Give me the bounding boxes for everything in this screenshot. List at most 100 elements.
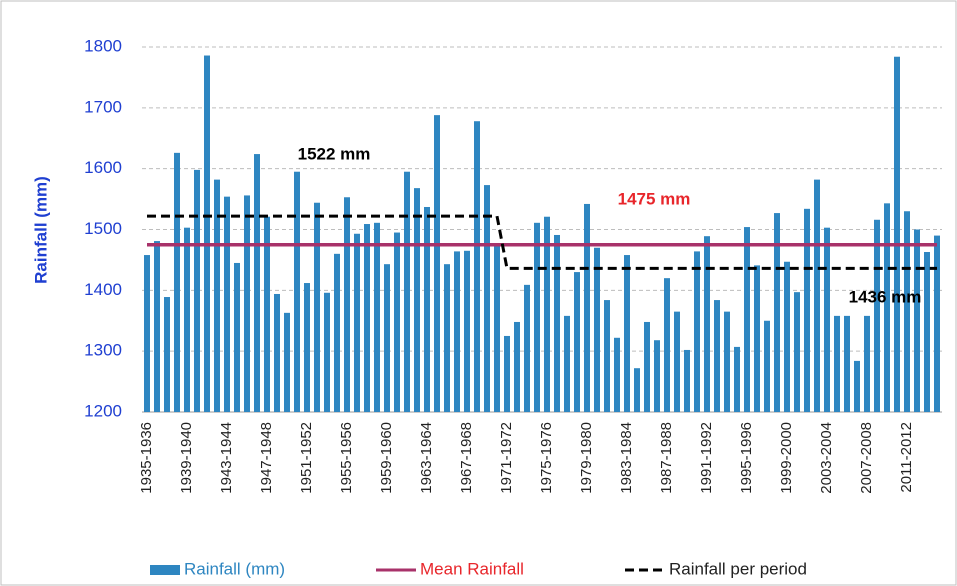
bar [864, 315, 870, 412]
annotation: 1475 mm [618, 189, 691, 208]
bar [484, 185, 490, 412]
bar [804, 208, 810, 412]
bar [834, 315, 840, 412]
bar [154, 241, 160, 412]
y-tick-label: 1300 [84, 341, 122, 360]
y-tick-label: 1500 [84, 219, 122, 238]
bar [454, 251, 460, 412]
bar [734, 346, 740, 412]
bar [754, 265, 760, 412]
bar [194, 169, 200, 412]
bar [524, 284, 530, 412]
bar [794, 292, 800, 412]
x-tick-label: 1971-1972 [498, 422, 515, 494]
bar [344, 197, 350, 412]
bar [404, 171, 410, 412]
x-tick-label: 1987-1988 [658, 422, 675, 494]
bar [634, 368, 640, 412]
bar [424, 206, 430, 412]
bar [784, 261, 790, 412]
x-tick-label: 1935-1936 [138, 422, 155, 494]
y-tick-label: 1800 [84, 36, 122, 55]
bar [234, 262, 240, 412]
bar [224, 196, 230, 412]
bar [384, 264, 390, 412]
x-tick-label: 1967-1968 [458, 422, 475, 494]
bar [844, 315, 850, 412]
x-tick-label: 1947-1948 [258, 422, 275, 494]
bar [394, 232, 400, 412]
bar [554, 234, 560, 412]
bar [714, 300, 720, 412]
bar [674, 311, 680, 412]
bar [614, 337, 620, 412]
x-tick-label: 1991-1992 [698, 422, 715, 494]
bar [284, 312, 290, 412]
x-tick-label: 1983-1984 [618, 422, 635, 494]
x-tick-label: 1979-1980 [578, 422, 595, 494]
bar [264, 216, 270, 412]
x-tick-label: 1999-2000 [778, 422, 795, 494]
bar [574, 272, 580, 412]
bar [304, 283, 310, 412]
bar [274, 293, 280, 412]
bar [724, 311, 730, 412]
y-tick-label: 1400 [84, 280, 122, 299]
bar [594, 247, 600, 412]
annotation: 1436 mm [849, 287, 922, 306]
x-tick-label: 1975-1976 [538, 422, 555, 494]
bar [144, 255, 150, 412]
bar [814, 179, 820, 412]
legend-swatch [150, 565, 180, 575]
bar [534, 222, 540, 412]
bar [924, 252, 930, 412]
y-tick-label: 1600 [84, 158, 122, 177]
line [147, 214, 937, 270]
bar [544, 216, 550, 412]
x-tick-label: 1995-1996 [738, 422, 755, 494]
bar [584, 203, 590, 412]
x-tick-label: 1955-1956 [338, 422, 355, 494]
bar [314, 202, 320, 412]
bar [364, 224, 370, 412]
bar [214, 179, 220, 412]
bar [854, 360, 860, 412]
bar [324, 292, 330, 412]
bar [744, 227, 750, 412]
y-tick-label: 1200 [84, 401, 122, 420]
bar [914, 229, 920, 412]
bar [654, 340, 660, 412]
bar [164, 297, 170, 412]
x-tick-label: 2007-2008 [858, 422, 875, 494]
bar [774, 213, 780, 412]
y-tick-label: 1700 [84, 97, 122, 116]
bar [934, 235, 940, 412]
legend-label: Rainfall (mm) [184, 559, 285, 578]
bar [444, 264, 450, 412]
bar [564, 315, 570, 412]
x-tick-label: 1943-1944 [218, 422, 235, 494]
bar [704, 236, 710, 412]
bar [434, 115, 440, 412]
bar [254, 154, 260, 413]
y-axis-title: Rainfall (mm) [31, 176, 50, 284]
bar [294, 171, 300, 412]
legend-label: Mean Rainfall [420, 559, 524, 578]
bar [824, 227, 830, 412]
x-tick-label: 1959-1960 [378, 422, 395, 494]
bar [764, 320, 770, 412]
bar [874, 219, 880, 412]
bar [684, 349, 690, 412]
bar [504, 335, 510, 412]
bar [464, 250, 470, 412]
bar [644, 321, 650, 412]
legend-label: Rainfall per period [669, 559, 807, 578]
bar [514, 321, 520, 412]
bar [334, 253, 340, 412]
bar [624, 255, 630, 412]
bar [694, 251, 700, 412]
bar [894, 56, 900, 412]
x-tick-label: 1939-1940 [178, 422, 195, 494]
bar [174, 152, 180, 412]
